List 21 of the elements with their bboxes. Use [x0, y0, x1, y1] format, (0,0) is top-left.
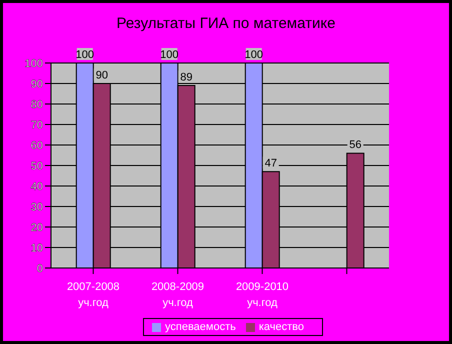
y-tick-label: 20 [30, 222, 43, 234]
x-tick-label: 2008-2009 уч.год [151, 281, 204, 309]
y-tick-label: 0 [36, 262, 43, 275]
y-tick-label: 80 [30, 98, 43, 111]
legend-label: успеваемость [165, 321, 236, 333]
y-tick-label: 40 [30, 180, 43, 193]
data-label: 90 [96, 70, 108, 82]
y-tick-label: 60 [30, 140, 43, 152]
y-tick-label: 10 [30, 242, 43, 254]
data-label: 47 [264, 158, 277, 170]
data-label: 89 [180, 72, 192, 84]
x-tick-label: 2009-2010 уч.год [236, 281, 289, 309]
chart-title: Результаты ГИА по математике [116, 14, 336, 34]
y-tick-label: 30 [30, 201, 43, 214]
y-tick-label: 50 [30, 160, 43, 172]
data-label: 56 [349, 139, 362, 152]
y-tick-label: 100 [24, 58, 43, 70]
legend-label: качество [258, 321, 304, 333]
x-tick-label: 2007-2008 уч.год [66, 281, 120, 309]
y-tick-label: 90 [30, 78, 43, 90]
y-tick-label: 70 [30, 119, 43, 132]
